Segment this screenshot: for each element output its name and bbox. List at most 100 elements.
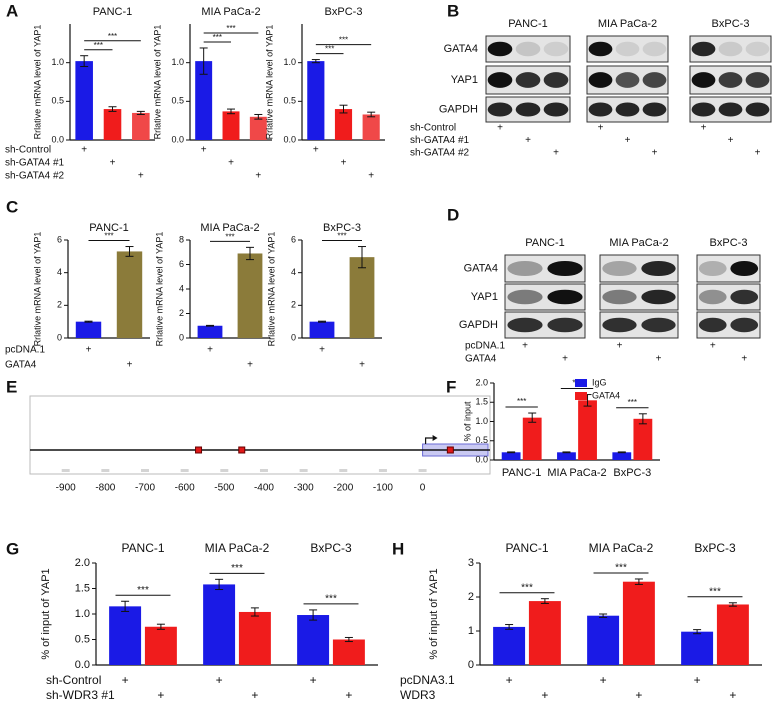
bar <box>362 114 380 140</box>
blot-band <box>745 41 770 57</box>
x-tick <box>418 469 427 472</box>
x-tick-label: -600 <box>175 483 195 494</box>
y-tick-label: 0 <box>179 332 184 342</box>
condition-mark: + <box>728 135 734 146</box>
condition-label: sh-GATA4 #1 <box>5 158 65 169</box>
blot-band <box>487 41 513 57</box>
blot-band <box>507 260 543 277</box>
y-tick-label: 6 <box>57 234 62 244</box>
condition-mark: + <box>157 688 164 702</box>
error-bar <box>318 320 326 323</box>
error-bar <box>728 602 737 607</box>
significance-label: *** <box>325 594 337 605</box>
bar <box>75 61 93 141</box>
y-tick-label: 1 <box>468 625 474 637</box>
blot-band <box>547 317 583 333</box>
significance-label: *** <box>325 45 334 54</box>
blot-band <box>698 260 727 277</box>
bar <box>109 606 142 665</box>
blot-row-label: GAPDH <box>459 319 498 331</box>
y-tick-label: 0.5 <box>51 96 64 106</box>
error-bar <box>562 451 571 454</box>
category-label: PANC-1 <box>121 541 164 555</box>
blot-band <box>543 102 569 117</box>
y-tick-label: 0.0 <box>475 454 488 464</box>
blot-group-label: MIA PaCa-2 <box>609 237 668 249</box>
significance-label: *** <box>94 41 103 50</box>
category-label: PANC-1 <box>505 541 548 555</box>
legend-swatch <box>575 379 587 387</box>
blot-band <box>730 317 759 333</box>
x-tick-label: -500 <box>214 483 234 494</box>
category-label: PANC-1 <box>502 467 542 479</box>
significance-label: *** <box>231 563 243 574</box>
x-tick-label: 0 <box>420 483 426 494</box>
condition-label: pcDNA3.1 <box>400 673 455 687</box>
bar <box>309 321 335 338</box>
y-tick-label: 1.5 <box>75 582 90 594</box>
y-axis-label: Rrlative mRNA level of YAP1 <box>266 232 276 347</box>
bar <box>557 452 576 460</box>
error-bar <box>638 413 647 425</box>
bar <box>587 615 620 665</box>
y-axis-label: Rrlative mRNA level of YAP1 <box>152 25 162 140</box>
condition-mark: + <box>207 345 213 356</box>
blot-row-label: GATA4 <box>444 43 478 55</box>
blot-band <box>698 317 727 333</box>
binding-site <box>446 446 454 454</box>
binding-site <box>238 446 246 454</box>
chart-title: PANC-1 <box>89 222 129 234</box>
error-bar <box>215 578 224 591</box>
tss-arrow-head <box>432 435 438 441</box>
error-bar <box>136 110 145 115</box>
condition-mark: + <box>600 673 607 687</box>
panel-letter: F <box>446 377 456 396</box>
error-bar <box>84 320 93 323</box>
significance-label: *** <box>225 232 234 241</box>
condition-mark: + <box>652 148 658 159</box>
blot-band <box>602 289 637 305</box>
x-tick-label: -200 <box>333 483 353 494</box>
panel-letter: B <box>447 1 459 20</box>
condition-mark: + <box>81 145 87 156</box>
y-axis-label: Rrlative mRNA level of YAP1 <box>32 232 42 347</box>
y-axis-label: % of input of YAP1 <box>428 568 440 659</box>
y-tick-label: 1.0 <box>475 416 488 426</box>
condition-mark: + <box>251 688 258 702</box>
legend-label: GATA4 <box>592 390 620 400</box>
error-bar <box>617 451 626 454</box>
y-axis-label: % of input <box>462 401 472 442</box>
blot-band <box>691 72 716 88</box>
condition-mark: + <box>635 688 642 702</box>
blot-band <box>641 260 676 277</box>
x-tick <box>339 469 348 472</box>
category-label: BxPC-3 <box>613 467 651 479</box>
y-tick-label: 0 <box>291 332 296 342</box>
y-tick-label: 0.5 <box>171 96 184 106</box>
condition-mark: + <box>310 673 317 687</box>
y-tick-label: 0.0 <box>75 659 90 671</box>
error-bar <box>156 623 165 630</box>
y-axis-label: Rrlative mRNA level of YAP1 <box>154 232 164 347</box>
x-tick-label: -800 <box>95 483 115 494</box>
condition-label: sh-WDR3 #1 <box>46 688 115 702</box>
y-tick-label: 0.5 <box>75 633 90 645</box>
condition-mark: + <box>522 341 528 352</box>
bar <box>522 417 542 460</box>
legend-swatch <box>575 392 587 400</box>
bar <box>349 257 375 338</box>
condition-label: sh-Control <box>5 145 51 156</box>
category-label: MIA PaCa-2 <box>205 541 270 555</box>
y-tick-label: 0.0 <box>51 134 64 144</box>
significance-label: *** <box>137 585 149 596</box>
y-tick-label: 4 <box>57 267 62 277</box>
bar <box>103 109 122 140</box>
bar <box>681 631 714 665</box>
error-bar <box>227 108 235 115</box>
x-tick <box>259 469 268 472</box>
x-tick <box>180 469 189 472</box>
y-axis-label: Rrlative mRNA level of YAP1 <box>264 25 274 140</box>
panel-letter: G <box>6 539 19 558</box>
error-bar <box>505 624 514 630</box>
